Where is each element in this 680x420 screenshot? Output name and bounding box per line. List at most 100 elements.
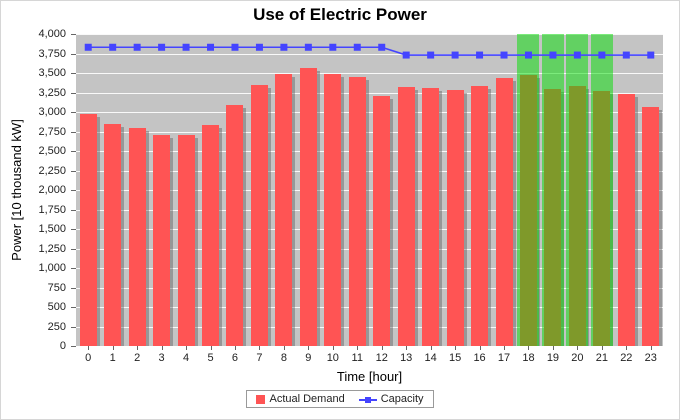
legend-box: Actual Demand Capacity <box>246 390 434 408</box>
x-tick-label: 6 <box>231 352 239 364</box>
x-tick-mark <box>259 346 261 350</box>
y-tick-label: 500 <box>47 301 66 313</box>
chart-title: Use of Electric Power <box>253 5 427 24</box>
bar-hour-11 <box>348 76 366 346</box>
gridline <box>76 190 663 191</box>
bar-hour-7 <box>250 85 268 346</box>
y-tick-label: 3,500 <box>38 67 66 79</box>
x-axis: 0 1 2 3 4 5 6 7 8 9 10 11 12 13 14 15 16 17 18 19 20 21 22 23 <box>76 346 663 366</box>
x-tick-mark <box>528 346 530 350</box>
bar-hour-8 <box>275 73 293 346</box>
x-tick-mark <box>112 346 114 350</box>
y-tick-label: 2,750 <box>38 125 66 138</box>
bar-hour-2 <box>128 128 146 346</box>
x-tick-mark <box>650 346 652 350</box>
y-tick-mark <box>71 248 76 250</box>
x-tick-label: 2 <box>134 352 141 364</box>
x-tick-label: 13 <box>400 352 413 364</box>
x-tick-label: 5 <box>207 352 214 364</box>
y-tick-mark <box>71 34 76 35</box>
legend-label-capacity: Capacity <box>380 393 424 405</box>
bar-hour-4 <box>177 135 195 346</box>
bar-hour-3 <box>153 135 171 346</box>
y-tick-label: 4,000 <box>38 28 66 40</box>
x-tick-mark <box>479 346 481 350</box>
y-tick-label: 2,000 <box>38 184 66 196</box>
bar-hour-15 <box>446 90 464 346</box>
x-tick-label: 14 <box>424 352 437 364</box>
x-tick-label: 15 <box>448 352 462 364</box>
x-tick-label: 0 <box>85 352 92 364</box>
gridline <box>76 112 663 113</box>
bar-hour-14 <box>422 87 440 346</box>
highlight-band-hour-18 <box>517 34 540 346</box>
y-tick-mark <box>71 326 76 328</box>
y-tick-label: 3,000 <box>38 106 66 118</box>
gridline <box>76 326 663 328</box>
bar-hour-5 <box>202 125 220 346</box>
x-tick-mark <box>406 346 408 350</box>
x-tick-label: 19 <box>546 352 560 364</box>
bar-hour-22 <box>617 94 635 346</box>
y-tick-mark <box>71 287 76 289</box>
gridline <box>76 34 663 35</box>
gridline <box>76 268 663 269</box>
y-tick-mark <box>71 170 76 172</box>
x-tick-mark <box>455 346 457 350</box>
plot-area <box>76 34 663 346</box>
gridline <box>76 53 663 55</box>
y-tick-label: 1,250 <box>38 242 66 255</box>
gridline <box>76 209 663 211</box>
x-tick-mark <box>88 346 90 350</box>
x-tick-label: 9 <box>305 352 312 364</box>
gridline <box>76 73 663 74</box>
y-tick-mark <box>71 151 76 152</box>
x-tick-mark <box>186 346 188 350</box>
capacity-swatch-icon <box>358 395 377 404</box>
bar-hour-12 <box>373 95 391 346</box>
bar-hour-0 <box>79 113 97 346</box>
x-tick-mark <box>626 346 628 350</box>
x-tick-label: 21 <box>595 352 608 364</box>
capacity-marker-glyph <box>364 396 371 403</box>
bar-hour-10 <box>324 73 342 346</box>
x-tick-label: 18 <box>522 352 535 364</box>
x-tick-mark <box>234 346 236 350</box>
x-tick-label: 23 <box>644 352 657 364</box>
x-tick-label: 4 <box>183 352 190 364</box>
x-tick-mark <box>577 346 579 350</box>
x-tick-mark <box>210 346 212 350</box>
y-tick-mark <box>71 268 76 269</box>
bar-hour-6 <box>226 104 244 346</box>
bar-hour-23 <box>642 107 660 346</box>
legend: Actual Demand Capacity <box>1 390 679 408</box>
x-tick-label: 3 <box>158 352 165 364</box>
x-tick-mark <box>381 346 383 350</box>
y-tick-mark <box>71 92 76 94</box>
y-tick-label: 2,250 <box>38 164 66 177</box>
bar-hour-1 <box>104 123 122 346</box>
legend-label-actual-demand: Actual Demand <box>269 393 345 405</box>
gridline <box>76 151 663 152</box>
bar-hour-16 <box>471 86 489 346</box>
bar-hour-17 <box>495 77 513 346</box>
y-tick-label: 1,750 <box>38 203 66 216</box>
y-axis: 0 250 500 750 1,000 1,250 1,500 1,750 2,000 2,250… <box>1 28 76 352</box>
y-tick-label: 3,750 <box>38 47 66 60</box>
x-tick-mark <box>137 346 139 350</box>
y-tick-label: 250 <box>47 320 66 333</box>
x-tick-mark <box>552 346 554 350</box>
y-tick-mark <box>71 190 76 191</box>
highlight-band-hour-20 <box>566 34 589 346</box>
gridline <box>76 229 663 230</box>
x-tick-label: 20 <box>571 352 584 364</box>
x-tick-mark <box>308 346 310 350</box>
x-tick-label: 1 <box>109 352 116 364</box>
y-tick-label: 750 <box>47 281 66 294</box>
highlight-band-hour-21 <box>590 34 613 346</box>
y-tick-label: 1,500 <box>38 223 66 235</box>
gridline <box>76 287 663 289</box>
y-tick-mark <box>71 229 76 230</box>
y-tick-mark <box>71 73 76 74</box>
